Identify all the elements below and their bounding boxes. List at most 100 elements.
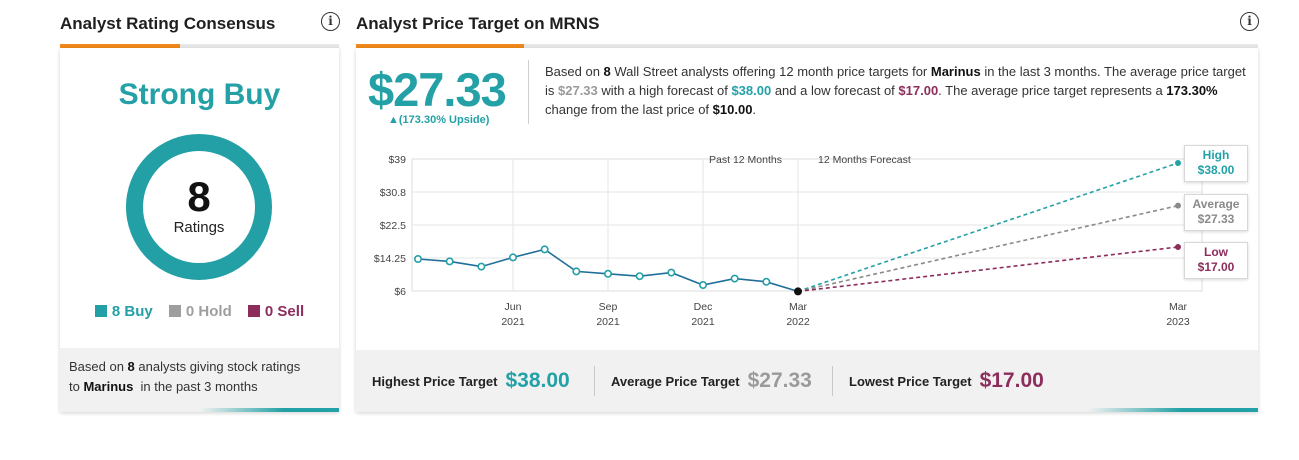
x-tick-month: Sep — [599, 301, 618, 313]
y-tick-label: $39 — [388, 154, 406, 166]
footer-to: to — [69, 379, 84, 394]
footer-company: Marinus — [83, 379, 134, 394]
desc-low: $17.00 — [898, 83, 939, 98]
history-point — [477, 262, 486, 271]
rating-legend: 8 Buy 0 Hold 0 Sell — [60, 303, 339, 320]
rating-footer: Based on 8 analysts giving stock ratings… — [60, 348, 339, 412]
x-tick-year: 2023 — [1166, 316, 1190, 328]
x-tick-year: 2021 — [501, 316, 525, 328]
history-point — [540, 245, 549, 254]
forecast-point-low — [1175, 244, 1181, 250]
x-tick-month: Mar — [1169, 301, 1188, 313]
average-callout-value: $27.33 — [1197, 212, 1235, 226]
history-point — [445, 257, 454, 266]
desc-text: Wall Street analysts offering 12 month p… — [610, 64, 931, 79]
current-price-point — [794, 287, 802, 296]
high-callout-label: High — [1202, 148, 1230, 162]
legend-sell: 0 Sell — [247, 303, 304, 320]
y-tick-label: $22.5 — [380, 220, 406, 232]
hold-swatch — [168, 305, 181, 317]
legend-hold: 0 Hold — [168, 303, 232, 320]
forecast-point-high — [1175, 160, 1181, 166]
forecast-line-average — [797, 204, 1179, 293]
footer-divider — [594, 366, 595, 396]
past-12-months-label: Past 12 Months — [709, 154, 782, 166]
consensus-rating: Strong Buy — [118, 78, 281, 111]
average-callout-label: Average — [1192, 197, 1240, 211]
forecast-line-low — [797, 246, 1179, 293]
price-target-chart: $39 $30.8 $22.5 $14.25 $6 Jun 2021 Sep 2021 Dec 20… — [374, 154, 1203, 328]
history-point — [413, 255, 422, 264]
average-callout: Average $27.33 — [1184, 194, 1248, 231]
forecast-line-high — [797, 162, 1179, 293]
price-target-description: Based on 8 Wall Street analysts offering… — [545, 62, 1255, 119]
sell-swatch — [247, 305, 260, 317]
desc-average: $27.33 — [558, 83, 598, 98]
rating-footer-text: Based on 8 analysts giving stock ratings… — [69, 357, 300, 397]
average-target: Average Price Target $27.33 — [611, 350, 812, 412]
y-tick-label: $30.8 — [380, 187, 406, 199]
low-callout: Low $17.00 — [1184, 242, 1248, 279]
footer-suffix: in the past 3 months — [133, 379, 258, 394]
legend-buy: 8 Buy — [94, 303, 153, 320]
highest-target: Highest Price Target $38.00 — [372, 350, 570, 412]
desc-text: Based on — [545, 64, 604, 79]
desc-text: change from the last price of — [545, 102, 713, 117]
footer-count: 8 — [127, 359, 135, 374]
info-icon[interactable]: i — [321, 12, 340, 31]
high-callout-value: $38.00 — [1197, 163, 1235, 177]
upside-percent: ▲(173.30% Upside) — [388, 114, 490, 126]
y-tick-label: $6 — [394, 286, 406, 298]
chart-grid — [411, 158, 1203, 292]
average-target-value: $27.33 — [747, 369, 812, 392]
forecast-point-average — [1175, 202, 1181, 209]
y-tick-label: $14.25 — [374, 253, 406, 265]
footer-divider — [832, 366, 833, 396]
lowest-target-value: $17.00 — [979, 369, 1044, 392]
desc-text: . The average price target represents a — [938, 83, 1167, 98]
target-bottom-bar — [1088, 408, 1258, 412]
desc-change: 173.30% — [1166, 83, 1218, 98]
average-target-label: Average Price Target — [611, 373, 740, 389]
history-point — [698, 281, 707, 290]
rating-title-accent — [60, 44, 180, 48]
history-point — [604, 269, 613, 278]
rating-bottom-bar — [200, 408, 339, 412]
x-tick-month: Jun — [505, 301, 522, 313]
x-tick-month: Mar — [789, 301, 808, 313]
target-card: $27.33 ▲(173.30% Upside) Based on 8 Wall… — [356, 48, 1258, 412]
history-point — [730, 274, 739, 283]
desc-text: in the last 3 months. The average price … — [545, 64, 1246, 98]
ratings-donut: 8 Ratings — [126, 134, 272, 280]
chart-axis-labels: $39 $30.8 $22.5 $14.25 $6 Jun 2021 Sep 2021 Dec 20… — [374, 154, 1190, 328]
history-point — [509, 253, 518, 262]
desc-analysts: 8 — [603, 64, 611, 79]
desc-high: $38.00 — [731, 83, 772, 98]
history-point — [667, 268, 676, 277]
desc-last-price: $10.00 — [712, 102, 753, 117]
low-callout-label: Low — [1204, 245, 1228, 259]
rating-section-title: Analyst Rating Consensus — [60, 14, 276, 33]
x-tick-year: 2021 — [596, 316, 620, 328]
ratings-label: Ratings — [173, 219, 225, 236]
lowest-target: Lowest Price Target $17.00 — [849, 350, 1044, 412]
low-callout-value: $17.00 — [1197, 260, 1235, 274]
x-tick-year: 2021 — [691, 316, 715, 328]
rating-card: Strong Buy 8 Ratings 8 Buy 0 Hold 0 Sell… — [60, 48, 339, 412]
history-point — [762, 277, 771, 286]
chart-series — [413, 160, 1181, 296]
target-title-rule — [356, 44, 1258, 48]
desc-company: Marinus — [930, 64, 981, 79]
target-title-accent — [356, 44, 524, 48]
rating-title-rule — [60, 44, 339, 48]
footer-prefix: Based on — [69, 359, 128, 374]
highest-target-label: Highest Price Target — [372, 373, 498, 389]
desc-text: . — [752, 102, 757, 117]
lowest-target-label: Lowest Price Target — [849, 373, 972, 389]
desc-text: with a high forecast of — [597, 83, 732, 98]
info-icon[interactable]: i — [1240, 12, 1259, 31]
high-callout: High $38.00 — [1184, 145, 1248, 182]
desc-text: and a low forecast of — [771, 83, 899, 98]
ratings-count: 8 — [187, 173, 211, 220]
header-divider — [528, 60, 529, 124]
